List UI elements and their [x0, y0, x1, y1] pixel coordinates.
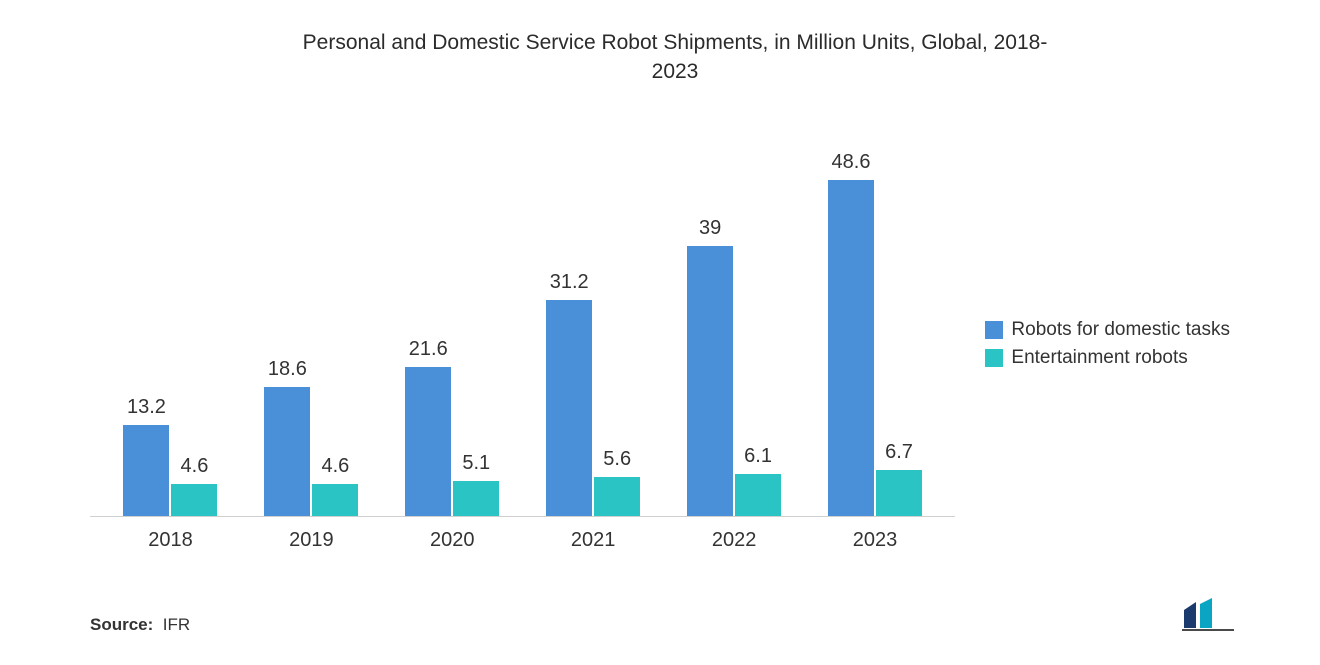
bar-with-label: 21.6 [405, 338, 451, 516]
bar-value-label: 4.6 [321, 455, 349, 478]
bar-domestic [264, 387, 310, 516]
x-axis-label: 2022 [664, 529, 805, 552]
legend-swatch [985, 321, 1003, 339]
bar-entertainment [594, 477, 640, 516]
bar-value-label: 48.6 [832, 151, 871, 174]
x-axis-label: 2019 [241, 529, 382, 552]
legend-item: Entertainment robots [985, 347, 1230, 369]
bar-value-label: 5.1 [462, 452, 490, 475]
x-axis-label: 2021 [523, 529, 664, 552]
bar-value-label: 18.6 [268, 358, 307, 381]
x-axis-label: 2023 [805, 529, 946, 552]
bar-value-label: 39 [699, 217, 721, 240]
bar-with-label: 48.6 [828, 151, 874, 516]
x-axis-label: 2020 [382, 529, 523, 552]
bar-domestic [405, 367, 451, 516]
bar-entertainment [312, 484, 358, 516]
bar-domestic [687, 246, 733, 515]
bar-with-label: 5.6 [594, 448, 640, 516]
bars-wrapper: 13.24.618.64.621.65.131.25.6396.148.66.7 [90, 137, 955, 517]
bar-value-label: 13.2 [127, 396, 166, 419]
chart-title: Personal and Domestic Service Robot Ship… [300, 28, 1050, 87]
publisher-logo [1182, 598, 1260, 639]
bar-with-label: 13.2 [123, 396, 169, 516]
source-label: Source: [90, 615, 153, 634]
bar-value-label: 31.2 [550, 271, 589, 294]
year-group: 396.1 [664, 217, 805, 515]
legend-item: Robots for domestic tasks [985, 319, 1230, 341]
bar-with-label: 4.6 [312, 455, 358, 516]
year-group: 48.6 6.7 [805, 151, 946, 516]
x-axis-labels: 201820192020202120222023 [90, 517, 955, 552]
bar-entertainment [171, 484, 217, 516]
bar-value-label: 6.1 [744, 445, 772, 468]
source-citation: Source: IFR [90, 615, 190, 635]
year-group: 13.2 4.6 [100, 396, 241, 516]
legend-label: Entertainment robots [1011, 347, 1187, 369]
bar-domestic [123, 425, 169, 516]
logo-bar-2 [1200, 598, 1212, 628]
bar-with-label: 4.6 [171, 455, 217, 516]
year-group: 18.6 4.6 [241, 358, 382, 516]
bar-with-label: 39 [687, 217, 733, 515]
bar-value-label: 6.7 [885, 441, 913, 464]
bar-domestic [546, 300, 592, 516]
logo-bar-1 [1184, 602, 1196, 628]
year-group: 31.2 5.6 [523, 271, 664, 516]
legend: Robots for domestic tasks Entertainment r… [985, 319, 1260, 369]
bar-with-label: 6.1 [735, 445, 781, 516]
bar-with-label: 31.2 [546, 271, 592, 516]
bar-domestic [828, 180, 874, 516]
bar-with-label: 6.7 [876, 441, 922, 516]
bar-value-label: 21.6 [409, 338, 448, 361]
plot-wrapper: 13.24.618.64.621.65.131.25.6396.148.66.7… [90, 137, 955, 552]
bar-value-label: 5.6 [603, 448, 631, 471]
legend-swatch [985, 349, 1003, 367]
bar-with-label: 18.6 [264, 358, 310, 516]
bar-with-label: 5.1 [453, 452, 499, 516]
chart-body: 13.24.618.64.621.65.131.25.6396.148.66.7… [90, 137, 1260, 552]
year-group: 21.6 5.1 [382, 338, 523, 516]
x-axis-label: 2018 [100, 529, 241, 552]
legend-label: Robots for domestic tasks [1011, 319, 1230, 341]
bar-value-label: 4.6 [181, 455, 209, 478]
source-value: IFR [163, 615, 190, 634]
bar-entertainment [876, 470, 922, 516]
bar-entertainment [453, 481, 499, 516]
bar-entertainment [735, 474, 781, 516]
chart-container: Personal and Domestic Service Robot Ship… [0, 0, 1320, 665]
plot-area: 13.24.618.64.621.65.131.25.6396.148.66.7 [90, 137, 955, 517]
